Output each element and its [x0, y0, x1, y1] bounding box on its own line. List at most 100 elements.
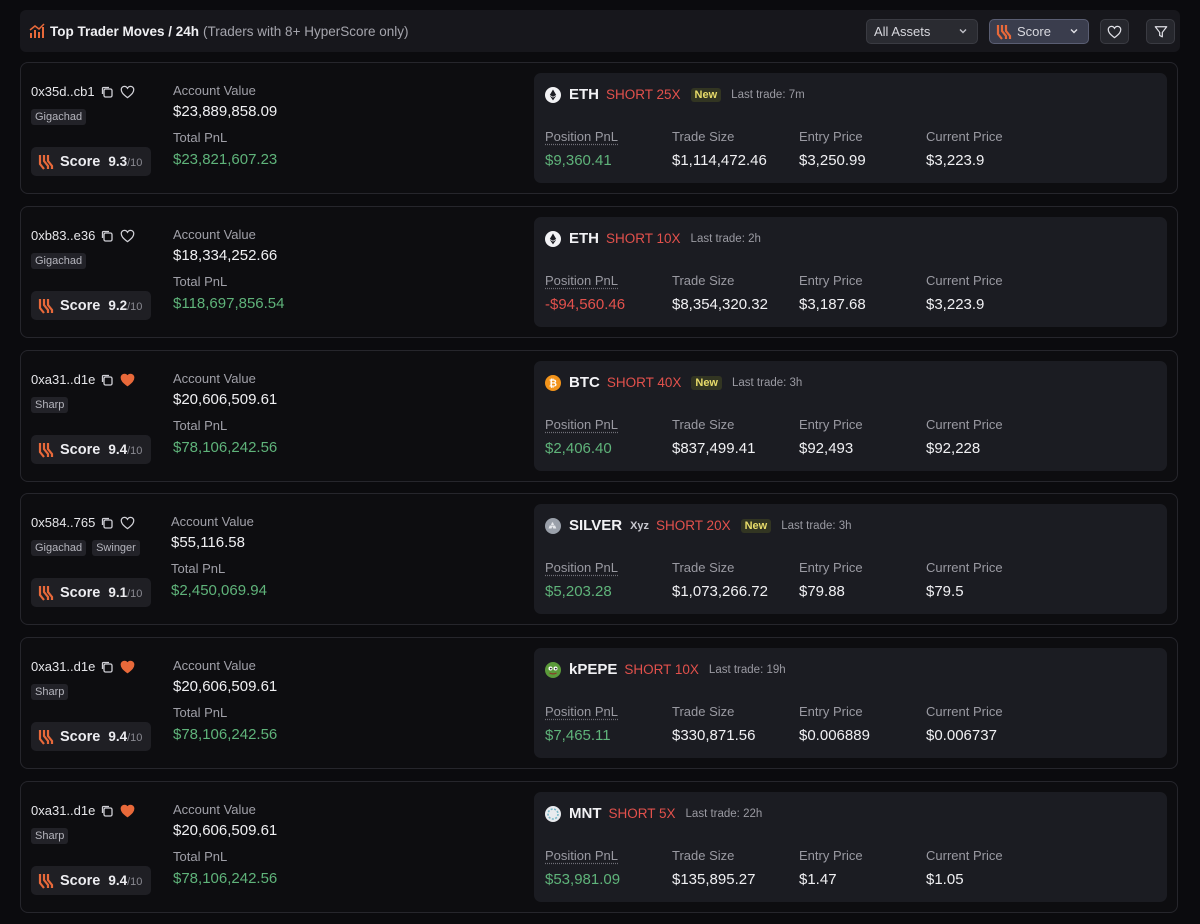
silver-icon — [545, 517, 561, 534]
trade-size-stat: Trade Size $135,895.27 — [672, 848, 799, 888]
last-trade-time: Last trade: 3h — [732, 376, 803, 389]
position-card[interactable]: ETH SHORT 25X New Last trade: 7m Positio… — [534, 73, 1167, 183]
entry-price-value: $1.47 — [799, 871, 837, 888]
current-price-stat: Current Price $79.5 — [926, 560, 1053, 600]
score-label: Score — [60, 297, 101, 314]
trader-row[interactable]: 0xa31..d1e Sharp Score 9.4 /10 Account V… — [20, 350, 1178, 482]
position-pnl-label[interactable]: Position PnL — [545, 417, 618, 432]
hyperscore-logo-icon — [38, 154, 54, 170]
filter-button[interactable] — [1146, 19, 1175, 44]
total-pnl-label: Total PnL — [173, 274, 228, 289]
trader-address[interactable]: 0x35d..cb1 — [31, 84, 95, 99]
position-pnl-label[interactable]: Position PnL — [545, 273, 618, 288]
trade-size-label: Trade Size — [672, 273, 735, 288]
hyperscore-logo-icon — [38, 729, 54, 745]
copy-icon[interactable] — [100, 804, 114, 818]
trader-row[interactable]: 0xa31..d1e Sharp Score 9.4 /10 Account V… — [20, 781, 1178, 913]
score-value: 9.1 — [108, 585, 128, 600]
score-max: /10 — [127, 157, 143, 169]
trader-tag: Gigachad — [31, 253, 87, 269]
copy-icon[interactable] — [100, 516, 114, 530]
copy-icon[interactable] — [100, 229, 114, 243]
trade-size-value: $330,871.56 — [672, 727, 756, 744]
venue-label: Xyz — [630, 519, 650, 532]
trader-row[interactable]: 0x584..765 Gigachad Swinger Score 9.1 /10… — [20, 493, 1178, 625]
trade-size-label: Trade Size — [672, 417, 735, 432]
total-pnl-label: Total PnL — [171, 561, 226, 576]
position-card[interactable]: kPEPE SHORT 10X Last trade: 19h Position… — [534, 648, 1167, 758]
total-pnl: $2,450,069.94 — [171, 582, 267, 599]
heart-icon[interactable] — [120, 85, 135, 99]
account-value-label: Account Value — [171, 514, 254, 529]
position-stats: Position PnL $2,406.40 Trade Size $837,4… — [545, 417, 1053, 457]
position-pnl-value: $2,406.40 — [545, 440, 612, 457]
trade-size-value: $1,114,472.46 — [672, 152, 767, 169]
copy-icon[interactable] — [100, 373, 114, 387]
account-value-label: Account Value — [173, 658, 256, 673]
heart-icon[interactable] — [120, 373, 135, 387]
last-trade-time: Last trade: 2h — [690, 232, 761, 245]
trader-tags: Sharp — [31, 828, 69, 844]
trader-address[interactable]: 0xa31..d1e — [31, 803, 96, 818]
position-header: ETH SHORT 10X Last trade: 2h — [545, 230, 761, 247]
heart-icon[interactable] — [120, 516, 135, 530]
hyperscore-badge: Score 9.3 /10 — [31, 147, 151, 176]
copy-icon[interactable] — [100, 85, 114, 99]
hyperscore-logo-icon — [38, 442, 54, 458]
trade-size-label: Trade Size — [672, 704, 735, 719]
bar-chart-icon — [29, 23, 45, 38]
position-side: SHORT 20X — [656, 518, 731, 533]
position-card[interactable]: ₿ BTC SHORT 40X New Last trade: 3h Posit… — [534, 361, 1167, 471]
trader-address[interactable]: 0x584..765 — [31, 515, 96, 530]
position-pnl-value: $7,465.11 — [545, 727, 611, 744]
trader-address[interactable]: 0xb83..e36 — [31, 228, 96, 243]
position-pnl-label[interactable]: Position PnL — [545, 704, 618, 719]
score-max: /10 — [127, 876, 143, 888]
entry-price-value: $92,493 — [799, 440, 854, 457]
current-price-value: $92,228 — [926, 440, 981, 457]
trader-address-line: 0x584..765 — [31, 515, 135, 530]
position-pnl-label[interactable]: Position PnL — [545, 560, 618, 575]
trader-tag: Gigachad — [31, 109, 87, 125]
page-subtitle: (Traders with 8+ HyperScore only) — [203, 23, 409, 39]
trader-row[interactable]: 0xa31..d1e Sharp Score 9.4 /10 Account V… — [20, 637, 1178, 769]
total-pnl-label: Total PnL — [173, 849, 228, 864]
position-card[interactable]: SILVER Xyz SHORT 20X New Last trade: 3h … — [534, 504, 1167, 614]
account-summary: Account Value $18,334,252.66 Total PnL $… — [173, 227, 285, 312]
sort-score-dropdown[interactable]: Score — [989, 19, 1089, 44]
trader-tag: Sharp — [31, 684, 69, 700]
heart-icon[interactable] — [120, 804, 135, 818]
position-pnl-value: $9,360.41 — [545, 152, 612, 169]
position-pnl-label[interactable]: Position PnL — [545, 129, 618, 144]
trade-size-value: $1,073,266.72 — [672, 583, 768, 600]
copy-icon[interactable] — [100, 660, 114, 674]
asset-symbol: BTC — [569, 374, 600, 391]
total-pnl-label: Total PnL — [173, 418, 228, 433]
current-price-label: Current Price — [926, 848, 1003, 863]
trade-size-value: $8,354,320.32 — [672, 296, 768, 313]
trader-address[interactable]: 0xa31..d1e — [31, 372, 96, 387]
trader-row[interactable]: 0xb83..e36 Gigachad Score 9.2 /10 Accoun… — [20, 206, 1178, 338]
entry-price-stat: Entry Price $79.88 — [799, 560, 926, 600]
trader-address[interactable]: 0xa31..d1e — [31, 659, 96, 674]
entry-price-value: $0.006889 — [799, 727, 870, 744]
position-pnl-label[interactable]: Position PnL — [545, 848, 618, 863]
total-pnl-label: Total PnL — [173, 705, 228, 720]
heart-icon[interactable] — [120, 660, 135, 674]
current-price-value: $3,223.9 — [926, 296, 985, 313]
account-summary: Account Value $20,606,509.61 Total PnL $… — [173, 371, 277, 456]
trade-size-value: $837,499.41 — [672, 440, 756, 457]
position-pnl-value: $53,981.09 — [545, 871, 621, 888]
entry-price-value: $3,250.99 — [799, 152, 866, 169]
heart-icon[interactable] — [120, 229, 135, 243]
trader-tag: Sharp — [31, 828, 69, 844]
position-card[interactable]: MNT SHORT 5X Last trade: 22h Position Pn… — [534, 792, 1167, 902]
position-pnl-value: -$94,560.46 — [545, 296, 626, 313]
account-value: $20,606,509.61 — [173, 822, 278, 839]
assets-filter-dropdown[interactable]: All Assets — [866, 19, 978, 44]
favorites-button[interactable] — [1100, 19, 1129, 44]
position-card[interactable]: ETH SHORT 10X Last trade: 2h Position Pn… — [534, 217, 1167, 327]
trader-row[interactable]: 0x35d..cb1 Gigachad Score 9.3 /10 Accoun… — [20, 62, 1178, 194]
account-value-label: Account Value — [173, 802, 256, 817]
account-value-label: Account Value — [173, 371, 256, 386]
